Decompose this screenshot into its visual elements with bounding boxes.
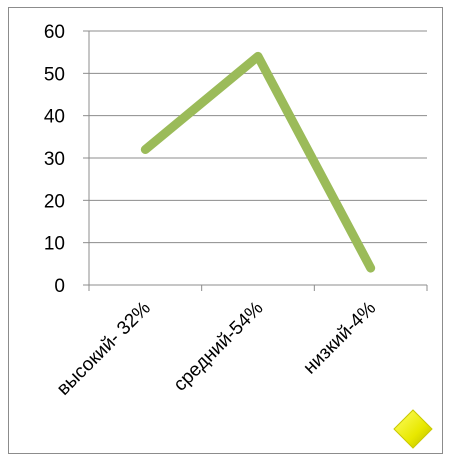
y-tick-label-20: 20	[44, 191, 65, 212]
y-tick-label-50: 50	[44, 64, 65, 85]
x-tick-labels: высокий- 32% средний-54% низкий-4%	[53, 298, 380, 400]
gridlines	[89, 30, 427, 244]
x-tick-label-1: средний-54%	[170, 298, 268, 396]
x-tick-marks	[88, 285, 428, 291]
y-tick-label-40: 40	[44, 107, 65, 128]
y-tick-label-0: 0	[54, 276, 65, 297]
y-tick-label-30: 30	[44, 149, 65, 170]
series-line-0	[140, 51, 376, 273]
y-tick-label-10: 10	[44, 234, 65, 255]
x-tick-label-0: высокий- 32%	[53, 298, 155, 400]
x-tick-label-2: низкий-4%	[299, 298, 380, 379]
y-tick-labels: 0 10 20 30 40 50 60	[44, 22, 89, 297]
data-series	[140, 51, 376, 273]
yellow-diamond-icon	[393, 409, 433, 449]
y-tick-label-60: 60	[44, 22, 65, 43]
